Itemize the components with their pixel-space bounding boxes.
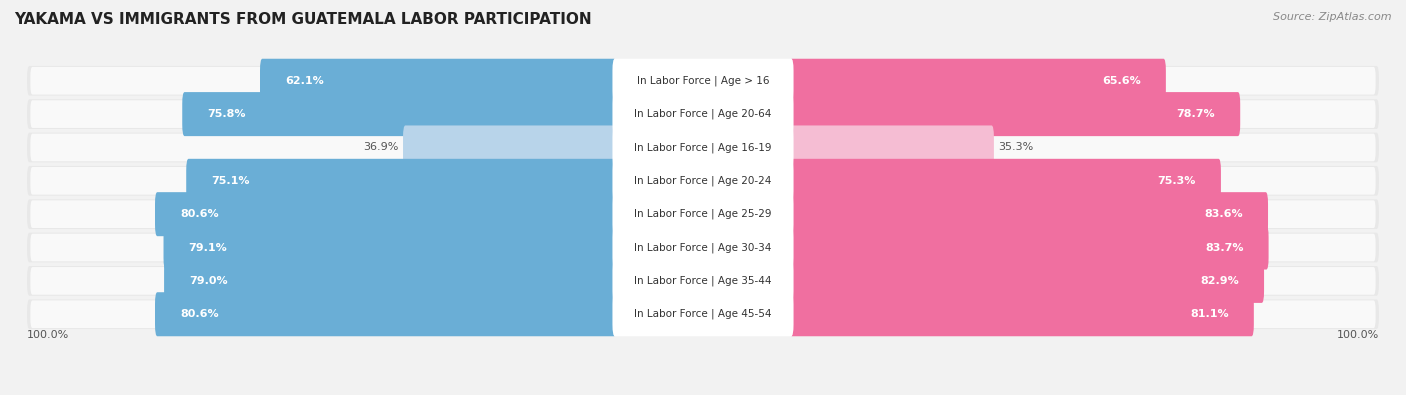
FancyBboxPatch shape [790, 59, 1166, 103]
FancyBboxPatch shape [31, 234, 1375, 261]
FancyBboxPatch shape [27, 166, 1379, 196]
FancyBboxPatch shape [790, 226, 1268, 269]
FancyBboxPatch shape [27, 99, 1379, 129]
Text: 80.6%: 80.6% [180, 209, 218, 219]
FancyBboxPatch shape [155, 192, 616, 236]
FancyBboxPatch shape [31, 301, 1375, 328]
Text: 78.7%: 78.7% [1177, 109, 1215, 119]
FancyBboxPatch shape [27, 266, 1379, 296]
Text: 79.0%: 79.0% [188, 276, 228, 286]
Text: In Labor Force | Age > 16: In Labor Force | Age > 16 [637, 75, 769, 86]
Text: YAKAMA VS IMMIGRANTS FROM GUATEMALA LABOR PARTICIPATION: YAKAMA VS IMMIGRANTS FROM GUATEMALA LABO… [14, 12, 592, 27]
FancyBboxPatch shape [613, 59, 793, 103]
FancyBboxPatch shape [790, 126, 994, 169]
FancyBboxPatch shape [27, 199, 1379, 229]
FancyBboxPatch shape [31, 267, 1375, 295]
Text: 35.3%: 35.3% [998, 143, 1033, 152]
Text: In Labor Force | Age 45-54: In Labor Force | Age 45-54 [634, 309, 772, 320]
FancyBboxPatch shape [27, 133, 1379, 162]
Text: In Labor Force | Age 20-64: In Labor Force | Age 20-64 [634, 109, 772, 119]
FancyBboxPatch shape [31, 134, 1375, 161]
FancyBboxPatch shape [790, 159, 1220, 203]
FancyBboxPatch shape [790, 259, 1264, 303]
Text: 62.1%: 62.1% [285, 76, 323, 86]
Text: In Labor Force | Age 30-34: In Labor Force | Age 30-34 [634, 242, 772, 253]
Text: 36.9%: 36.9% [363, 143, 398, 152]
Text: In Labor Force | Age 25-29: In Labor Force | Age 25-29 [634, 209, 772, 220]
FancyBboxPatch shape [613, 226, 793, 269]
Text: 79.1%: 79.1% [188, 243, 228, 252]
Text: 75.8%: 75.8% [207, 109, 246, 119]
Text: 80.6%: 80.6% [180, 309, 218, 319]
FancyBboxPatch shape [163, 226, 616, 269]
FancyBboxPatch shape [31, 200, 1375, 228]
FancyBboxPatch shape [613, 192, 793, 236]
Text: In Labor Force | Age 35-44: In Labor Force | Age 35-44 [634, 276, 772, 286]
FancyBboxPatch shape [613, 126, 793, 169]
FancyBboxPatch shape [31, 167, 1375, 195]
Text: 83.6%: 83.6% [1205, 209, 1243, 219]
Text: 81.1%: 81.1% [1191, 309, 1229, 319]
FancyBboxPatch shape [165, 259, 616, 303]
FancyBboxPatch shape [27, 66, 1379, 96]
FancyBboxPatch shape [613, 159, 793, 203]
FancyBboxPatch shape [155, 292, 616, 336]
FancyBboxPatch shape [613, 92, 793, 136]
Text: In Labor Force | Age 16-19: In Labor Force | Age 16-19 [634, 142, 772, 153]
FancyBboxPatch shape [260, 59, 616, 103]
FancyBboxPatch shape [404, 126, 616, 169]
Text: In Labor Force | Age 20-24: In Labor Force | Age 20-24 [634, 175, 772, 186]
FancyBboxPatch shape [31, 100, 1375, 128]
Text: 65.6%: 65.6% [1102, 76, 1140, 86]
Text: 100.0%: 100.0% [1337, 330, 1379, 340]
FancyBboxPatch shape [613, 292, 793, 336]
FancyBboxPatch shape [27, 233, 1379, 262]
Text: 82.9%: 82.9% [1201, 276, 1239, 286]
FancyBboxPatch shape [31, 67, 1375, 94]
Text: 75.1%: 75.1% [211, 176, 250, 186]
FancyBboxPatch shape [613, 259, 793, 303]
FancyBboxPatch shape [790, 92, 1240, 136]
FancyBboxPatch shape [790, 292, 1254, 336]
FancyBboxPatch shape [790, 192, 1268, 236]
Text: Source: ZipAtlas.com: Source: ZipAtlas.com [1274, 12, 1392, 22]
Text: 83.7%: 83.7% [1205, 243, 1244, 252]
FancyBboxPatch shape [186, 159, 616, 203]
Text: 75.3%: 75.3% [1157, 176, 1197, 186]
FancyBboxPatch shape [183, 92, 616, 136]
Text: 100.0%: 100.0% [27, 330, 69, 340]
FancyBboxPatch shape [27, 299, 1379, 329]
